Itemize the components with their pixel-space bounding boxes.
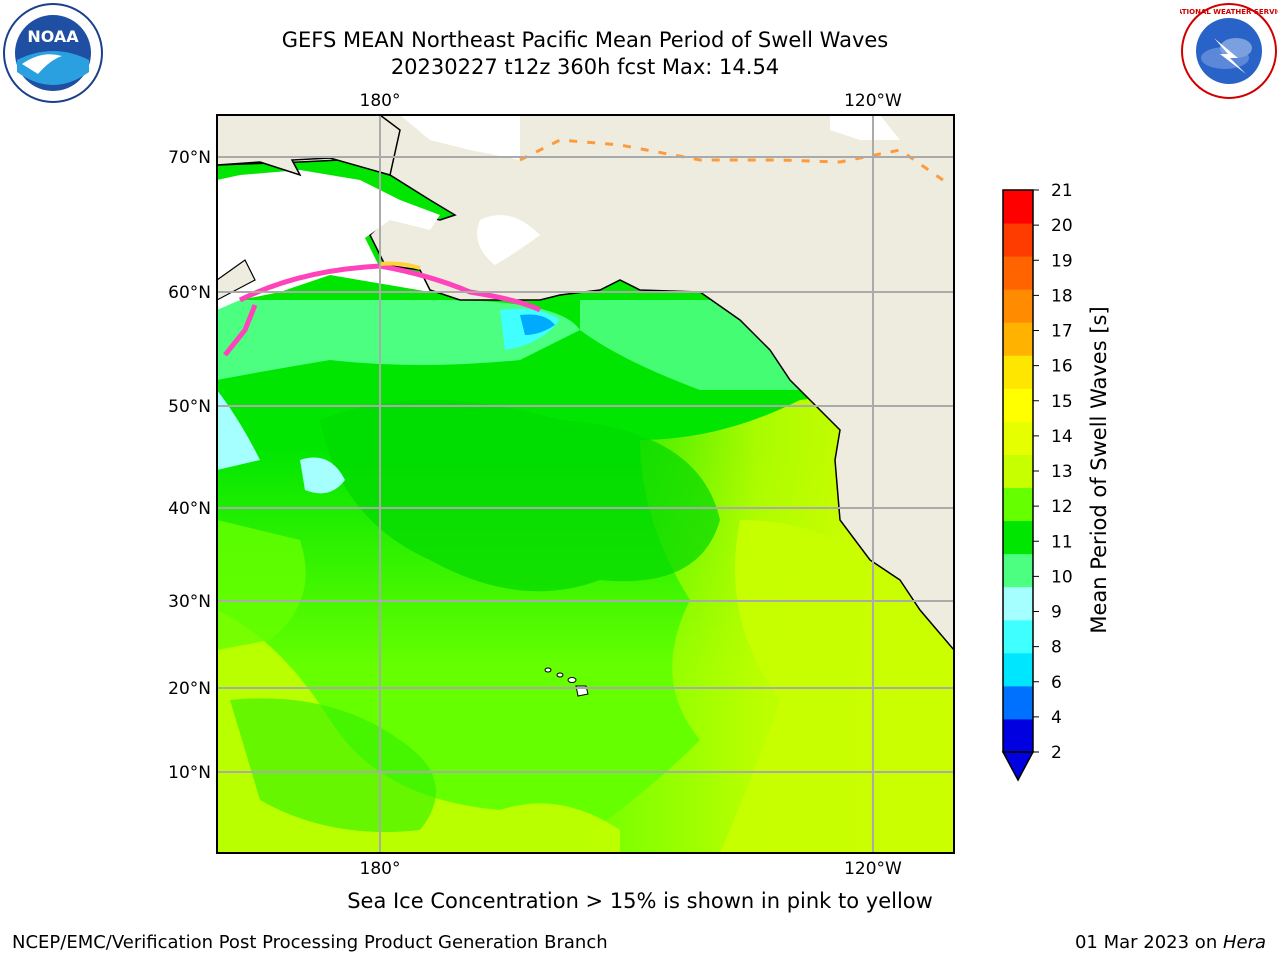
- colorbar-tick-label: 4: [1051, 708, 1062, 728]
- footer-credit: NCEP/EMC/Verification Post Processing Pr…: [12, 932, 608, 953]
- swell-period-4-6-bay: [520, 314, 555, 335]
- colorbar-swatch: [1003, 388, 1033, 422]
- colorbar-tick-label: 6: [1051, 673, 1062, 693]
- colorbar-tick-label: 13: [1051, 462, 1073, 482]
- colorbar-extend-triangle: [1001, 751, 1035, 782]
- colorbar-swatch: [1003, 685, 1033, 720]
- top-lon-label: 120°W: [844, 91, 902, 111]
- bottom-lon-label: 120°W: [844, 859, 902, 879]
- colorbar: 21 20 19 18 17 16 15 14 13 12 11 10 9 8 6 4 2: [1001, 181, 1073, 782]
- colorbar-tick-label: 21: [1051, 181, 1073, 201]
- colorbar-swatch: [1003, 190, 1033, 224]
- lat-label: 30°N: [168, 592, 211, 612]
- colorbar-swatch: [1003, 421, 1033, 455]
- colorbar-tick-label: 2: [1051, 743, 1062, 763]
- noaa-logo: NOAA: [3, 3, 103, 103]
- lat-label: 60°N: [168, 283, 211, 303]
- colorbar-tick-label: 12: [1051, 497, 1073, 517]
- colorbar-swatch: [1003, 520, 1033, 555]
- land-kamchatka: [217, 259, 256, 301]
- colorbar-swatch: [1003, 652, 1033, 687]
- colorbar-tick-label: 15: [1051, 392, 1073, 412]
- swell-period-8-9-west: [217, 390, 260, 470]
- arctic-channel: [830, 115, 900, 140]
- map-plot-area: [217, 115, 954, 853]
- colorbar-swatch: [1003, 718, 1033, 753]
- colorbar-tick-label: 10: [1051, 567, 1073, 587]
- swell-period-9-10-north: [217, 300, 580, 380]
- colorbar-tick-label: 17: [1051, 322, 1073, 342]
- colorbar-swatch: [1003, 586, 1033, 621]
- colorbar-swatch: [1003, 322, 1033, 356]
- colorbar-tick-label: 20: [1051, 216, 1073, 236]
- map-axis-labels: 180° 120°W 180° 120°W 70°N 60°N 50°N 40°…: [168, 91, 902, 879]
- colorbar-label: Mean Period of Swell Waves [s]: [1087, 306, 1111, 633]
- map-subtitle: 20230227 t12z 360h fcst Max: 14.54: [390, 55, 780, 79]
- colorbar-swatch: [1003, 355, 1033, 389]
- colorbar-swatch: [1003, 454, 1033, 489]
- colorbar-tick-label: 8: [1051, 638, 1062, 658]
- colorbar-swatch: [1003, 256, 1033, 290]
- sea-ice-edge-bering: [238, 263, 542, 313]
- sea-ice-edge-arctic: [519, 138, 951, 187]
- colorbar-tick-label: 18: [1051, 286, 1073, 306]
- norton-sound: [477, 215, 540, 265]
- colorbar-swatch: [1003, 223, 1033, 257]
- colorbar-swatch: [1003, 289, 1033, 323]
- map-title: GEFS MEAN Northeast Pacific Mean Period …: [281, 28, 889, 52]
- graticule: [217, 115, 954, 853]
- lat-label: 50°N: [168, 397, 211, 417]
- swell-period-12-13-east: [720, 520, 954, 853]
- colorbar-tick-label: 11: [1051, 532, 1073, 552]
- colorbar-tick-label: 9: [1051, 603, 1062, 623]
- map-frame: [216, 114, 955, 854]
- footer-date-text: 01 Mar 2023 on: [1074, 932, 1223, 953]
- colorbar-swatch: [1003, 487, 1033, 522]
- colorbar-swatch: [1003, 619, 1033, 654]
- arctic-ocean: [400, 115, 520, 160]
- swell-period-8-9-patch: [300, 457, 345, 494]
- top-lon-label: 180°: [360, 91, 401, 111]
- colorbar-swatch: [1003, 553, 1033, 588]
- swell-period-11-12-west: [217, 520, 306, 650]
- bering-sea-ice-free: [217, 170, 440, 310]
- lat-label: 20°N: [168, 679, 211, 699]
- colorbar-tick-label: 16: [1051, 357, 1073, 377]
- lat-label: 70°N: [168, 148, 211, 168]
- colorbar-tick-label: 14: [1051, 427, 1073, 447]
- svg-text:NOAA: NOAA: [27, 27, 79, 46]
- colorbar-tick-label: 19: [1051, 251, 1073, 271]
- sea-ice-caption: Sea Ice Concentration > 15% is shown in …: [347, 889, 933, 913]
- lat-label: 40°N: [168, 499, 211, 519]
- swell-period-10-11-core: [320, 400, 720, 592]
- sea-ice-yellow-bering: [379, 261, 421, 270]
- nws-logo-text: NATIONAL WEATHER SERVICE: [1180, 8, 1278, 16]
- swell-period-south-patch: [230, 698, 436, 832]
- nws-logo: NATIONAL WEATHER SERVICE: [1180, 3, 1278, 99]
- footer-date: 01 Mar 2023 on Hera: [1075, 932, 1266, 953]
- bottom-lon-label: 180°: [360, 859, 401, 879]
- land-chukotka: [217, 115, 401, 177]
- footer-host: Hera: [1222, 932, 1266, 953]
- sea-ice-edge-west: [223, 304, 258, 357]
- lat-label: 10°N: [168, 763, 211, 783]
